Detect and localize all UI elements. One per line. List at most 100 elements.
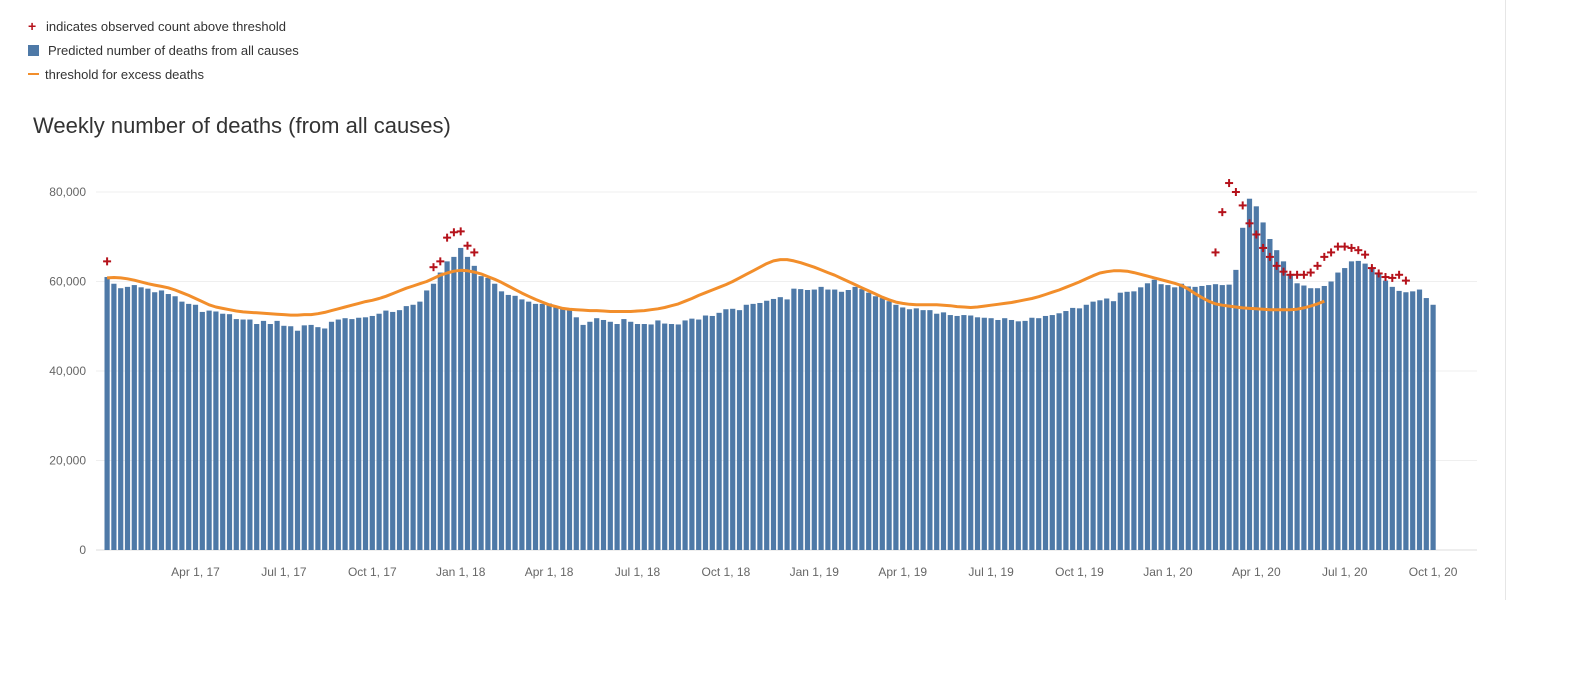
bar [1015, 321, 1021, 550]
bar [1253, 206, 1259, 550]
bar [1219, 285, 1225, 550]
bar [804, 290, 811, 550]
bar [254, 324, 260, 550]
bar [1403, 292, 1409, 550]
bar [328, 321, 335, 550]
bar [886, 301, 892, 550]
bar [430, 283, 437, 550]
legend-item-observed: + indicates observed count above thresho… [28, 14, 299, 38]
x-tick-label: Oct 1, 19 [1055, 565, 1104, 579]
bar [464, 256, 471, 550]
bar [1172, 287, 1178, 550]
bar [580, 324, 586, 550]
observed-marker [429, 263, 438, 272]
bar [1267, 238, 1273, 551]
bar [825, 289, 831, 550]
bar [301, 325, 307, 550]
bar [124, 286, 131, 550]
observed-marker [1401, 276, 1410, 285]
bar [471, 265, 477, 550]
bar [791, 288, 797, 550]
bar [566, 309, 573, 550]
bar [131, 285, 137, 550]
bar [1199, 285, 1205, 550]
bar [478, 276, 484, 550]
bar [247, 319, 253, 550]
bar [1294, 283, 1300, 550]
bar [111, 283, 117, 550]
bar [158, 290, 165, 550]
legend-label-observed: indicates observed count above threshold [46, 18, 286, 34]
bar [940, 312, 947, 550]
observed-marker [1367, 264, 1376, 273]
bar [1042, 315, 1049, 550]
bar [145, 288, 151, 550]
observed-marker [1286, 270, 1295, 279]
bar [274, 320, 280, 550]
observed-marker [443, 233, 452, 242]
x-tick-label: Jul 1, 19 [968, 565, 1014, 579]
bar [628, 321, 634, 550]
bar [1185, 286, 1191, 550]
bar [1240, 227, 1246, 551]
observed-marker [1320, 252, 1329, 261]
panel-divider [1505, 0, 1506, 600]
bar [757, 302, 763, 550]
legend: + indicates observed count above thresho… [28, 14, 299, 86]
observed-marker [1333, 242, 1342, 251]
bar [1342, 268, 1348, 550]
bar [179, 301, 185, 550]
bar [172, 296, 178, 550]
bar [600, 319, 607, 550]
observed-marker [1340, 242, 1349, 251]
y-tick-label: 0 [79, 543, 86, 557]
x-tick-label: Jul 1, 18 [615, 565, 661, 579]
y-tick-label: 20,000 [49, 454, 86, 468]
bar [770, 298, 777, 550]
bar [668, 324, 675, 550]
bar [376, 313, 382, 550]
bar [1076, 308, 1083, 550]
bar [750, 303, 756, 550]
plus-marker-icon: + [28, 18, 37, 34]
x-tick-label: Jan 1, 18 [436, 565, 486, 579]
marker-layer [103, 179, 1410, 285]
bar [852, 286, 858, 550]
x-tick-label: Apr 1, 19 [878, 565, 927, 579]
bar [1321, 285, 1327, 550]
bar [1097, 300, 1103, 550]
observed-marker [1231, 188, 1240, 196]
bar [213, 311, 219, 550]
bar [1280, 261, 1287, 550]
bar [1416, 289, 1423, 550]
bar [152, 292, 158, 550]
bar-layer [104, 198, 1436, 551]
bar [1410, 291, 1416, 550]
observed-marker [1327, 248, 1336, 257]
bar [1287, 274, 1293, 550]
observed-marker [1299, 270, 1308, 279]
bar [192, 304, 199, 550]
bar [1369, 268, 1375, 550]
bar [1036, 318, 1042, 550]
x-tick-label: Apr 1, 17 [171, 565, 220, 579]
bar [322, 328, 328, 550]
bar [1165, 285, 1171, 550]
bar [988, 318, 994, 550]
bar [818, 286, 824, 550]
bar [546, 303, 552, 550]
bar [1348, 261, 1355, 550]
bar [1090, 301, 1096, 550]
x-tick-label: Oct 1, 17 [348, 565, 397, 579]
bar [294, 330, 301, 550]
bar [961, 315, 967, 550]
observed-marker [456, 227, 465, 236]
bar [587, 321, 593, 550]
bar [920, 310, 926, 550]
x-tick-label: Oct 1, 20 [1409, 565, 1458, 579]
bar [512, 295, 518, 550]
bar [458, 247, 464, 550]
bar [1063, 311, 1069, 550]
bar [1423, 298, 1429, 550]
